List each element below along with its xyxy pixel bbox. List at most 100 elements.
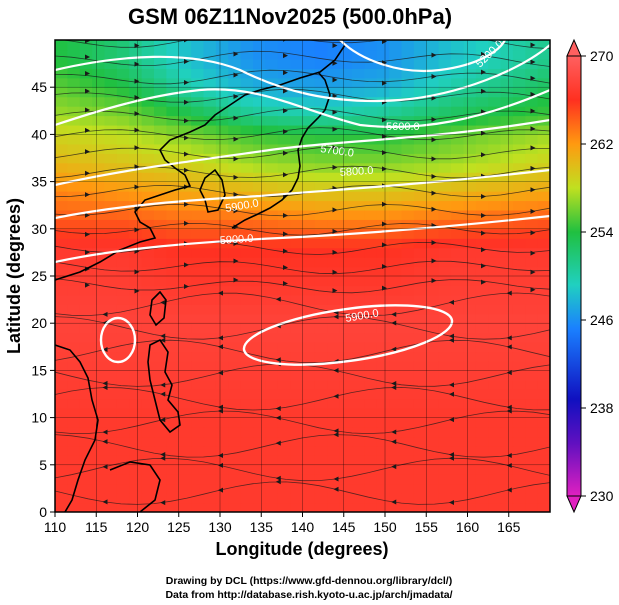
field-cell [240, 455, 254, 466]
field-cell [116, 228, 130, 239]
wind-arrow [160, 455, 166, 461]
field-cell [376, 342, 390, 353]
field-cell [265, 493, 279, 504]
field-cell [253, 153, 266, 164]
field-cell [451, 238, 464, 249]
field-cell [500, 294, 514, 305]
field-cell [178, 342, 192, 353]
wind-arrow [134, 164, 140, 170]
chart-title: GSM 06Z11Nov2025 (500.0hPa) [128, 4, 452, 29]
field-cell [129, 398, 143, 409]
wind-arrow [218, 408, 223, 414]
field-cell [401, 483, 415, 494]
field-cell [79, 464, 93, 475]
wind-arrow [233, 51, 239, 57]
field-cell [488, 115, 502, 126]
field-cell [228, 389, 242, 400]
wind-arrow [506, 463, 512, 469]
colorbar-tick-label: 238 [590, 400, 614, 416]
field-cell [389, 58, 403, 69]
field-cell [92, 77, 106, 88]
field-cell [265, 219, 279, 230]
field-cell [92, 474, 106, 485]
field-cell [389, 342, 403, 353]
field-cell [352, 115, 365, 126]
field-cell [191, 304, 205, 315]
field-cell [475, 464, 489, 475]
field-cell [265, 276, 279, 287]
field-cell [364, 58, 378, 69]
field-cell [141, 313, 155, 324]
field-cell [290, 162, 304, 173]
field-cell [290, 200, 304, 211]
field-cell [401, 427, 415, 438]
field-cell [277, 304, 291, 315]
field-cell [228, 370, 242, 381]
field-cell [55, 389, 68, 400]
field-cell [488, 162, 502, 173]
field-cell [67, 332, 81, 343]
wind-arrow [134, 61, 140, 67]
field-cell [364, 417, 378, 428]
field-cell [364, 153, 378, 164]
field-cell [55, 483, 68, 494]
field-cell [79, 181, 93, 192]
field-cell [327, 77, 341, 88]
field-cell [277, 153, 291, 164]
field-cell [203, 143, 217, 154]
field-cell [488, 181, 502, 192]
field-cell [401, 191, 415, 202]
colorbar-tick-label: 262 [590, 136, 614, 152]
field-cell [92, 58, 106, 69]
field-cell [141, 342, 155, 353]
field-cell [376, 40, 390, 51]
field-cell [79, 77, 93, 88]
field-cell [178, 247, 192, 258]
field-cell [463, 323, 477, 334]
field-cell [352, 247, 365, 258]
field-cell [302, 87, 316, 98]
field-cell [475, 351, 489, 362]
field-cell [352, 77, 365, 88]
field-cell [79, 502, 93, 512]
field-cell [401, 389, 415, 400]
field-cell [253, 219, 266, 230]
field-cell [475, 417, 489, 428]
field-cell [339, 200, 353, 211]
field-cell [426, 360, 440, 371]
field-cell [364, 162, 378, 173]
field-cell [166, 417, 180, 428]
field-cell [451, 209, 464, 220]
field-cell [166, 351, 180, 362]
wind-arrow [449, 382, 454, 388]
field-cell [364, 474, 378, 485]
field-cell [240, 483, 254, 494]
field-cell [154, 502, 167, 512]
field-cell [104, 389, 118, 400]
field-cell [92, 436, 106, 447]
wind-arrow [481, 279, 486, 285]
field-cell [413, 124, 427, 135]
field-cell [302, 219, 316, 230]
field-cell [228, 209, 242, 220]
field-cell [277, 219, 291, 230]
wind-arrow [85, 231, 90, 237]
wind-arrow [102, 346, 108, 352]
field-cell [463, 247, 477, 258]
field-cell [426, 87, 440, 98]
wind-arrow [233, 156, 239, 162]
field-cell [141, 200, 155, 211]
field-cell [438, 285, 452, 296]
field-cell [475, 294, 489, 305]
field-cell [401, 49, 415, 60]
wind-arrow [506, 290, 512, 296]
field-cell [116, 40, 130, 51]
field-cell [154, 398, 167, 409]
x-tick-label: 155 [415, 519, 439, 535]
field-cell [463, 77, 477, 88]
field-cell [116, 58, 130, 69]
wind-arrow [506, 452, 512, 458]
field-cell [67, 493, 81, 504]
field-cell [141, 209, 155, 220]
field-cell [104, 106, 118, 117]
